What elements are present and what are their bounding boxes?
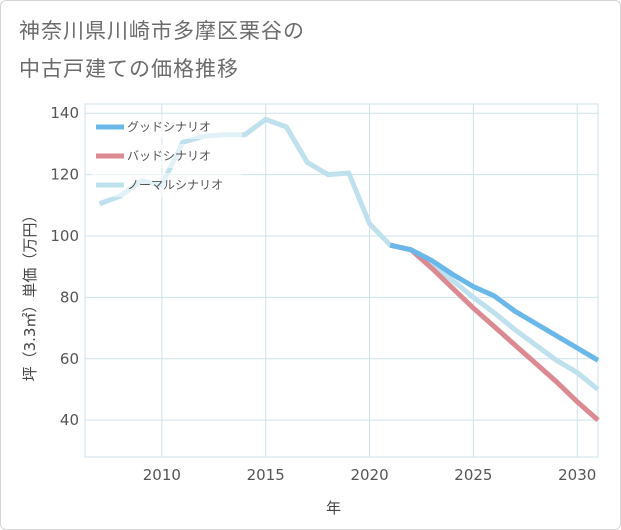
- x-tick-label-2025: 2025: [454, 466, 492, 484]
- y-tick-label-100: 100: [50, 227, 79, 245]
- y-axis-label: 坪（3.3㎡）単価（万円）: [21, 208, 39, 382]
- chart-title-line-2: 中古戸建ての価格推移: [19, 57, 239, 81]
- series-line-2: [98, 116, 600, 392]
- series-line-1: [389, 242, 600, 423]
- x-tick-label-2015: 2015: [247, 466, 285, 484]
- x-tick-label-2020: 2020: [350, 466, 388, 484]
- y-tick-label-140: 140: [50, 104, 79, 122]
- legend-label-0: グッドシナリオ: [127, 120, 211, 134]
- legend-label-1: バッドシナリオ: [127, 149, 211, 163]
- x-tick-label-2030: 2030: [558, 466, 596, 484]
- series-line-0: [389, 242, 600, 363]
- x-tick-label-2010: 2010: [143, 466, 181, 484]
- y-tick-label-80: 80: [60, 288, 79, 306]
- chart-title-line-1: 神奈川県川崎市多摩区栗谷の: [19, 19, 305, 43]
- y-tick-label-60: 60: [60, 350, 79, 368]
- y-tick-label-120: 120: [50, 166, 79, 184]
- x-axis-label: 年: [326, 499, 341, 517]
- legend-label-2: ノーマルシナリオ: [127, 178, 223, 192]
- y-tick-label-40: 40: [60, 411, 79, 429]
